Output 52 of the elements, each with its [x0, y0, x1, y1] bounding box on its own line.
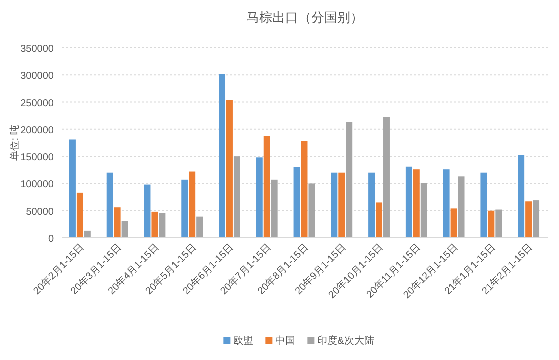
bar	[496, 210, 502, 238]
bar	[144, 184, 151, 238]
bar	[69, 140, 76, 238]
legend-label: 印度&次大陆	[318, 335, 374, 347]
bar	[159, 213, 166, 238]
y-tick-label: 250000	[20, 98, 54, 110]
bar	[182, 180, 188, 238]
bar	[219, 74, 226, 238]
legend-label: 欧盟	[234, 335, 254, 347]
bar	[368, 172, 376, 238]
bar	[271, 180, 278, 238]
y-tick-label: 300000	[20, 71, 54, 82]
bar	[256, 158, 263, 238]
bar	[458, 176, 465, 238]
bar	[480, 172, 488, 238]
bar	[488, 210, 495, 238]
y-tick-label: 100000	[20, 180, 54, 191]
y-tick-label: 350000	[20, 44, 54, 55]
bar	[338, 172, 346, 238]
bar	[526, 202, 532, 238]
bar	[122, 221, 128, 238]
bar	[294, 167, 300, 238]
legend-label: 中国	[276, 335, 296, 347]
bar	[533, 200, 540, 238]
bar	[234, 156, 240, 238]
bar	[420, 183, 428, 238]
y-tick-label: 200000	[20, 125, 54, 136]
bar	[406, 166, 412, 238]
bar	[196, 216, 204, 238]
bar	[331, 172, 338, 238]
bar	[152, 212, 158, 238]
bar	[189, 172, 196, 238]
bar	[84, 230, 91, 238]
bar	[413, 170, 420, 238]
bar	[308, 184, 316, 238]
bar	[518, 155, 525, 238]
bar	[443, 170, 450, 238]
chart-title: 马棕出口（分国别）	[246, 10, 364, 25]
bar	[301, 141, 308, 238]
bar	[114, 208, 121, 238]
bar	[76, 192, 84, 238]
bar	[264, 136, 270, 238]
y-tick-label: 50000	[26, 206, 54, 218]
bar	[106, 172, 114, 238]
bar	[376, 202, 383, 238]
bar	[226, 100, 233, 238]
y-tick-label: 150000	[20, 152, 54, 164]
bar	[346, 122, 353, 238]
bar	[450, 208, 458, 238]
bar	[384, 117, 390, 238]
y-tick-label: 0	[48, 234, 54, 245]
y-axis-title: 单位: 吨	[9, 125, 21, 161]
